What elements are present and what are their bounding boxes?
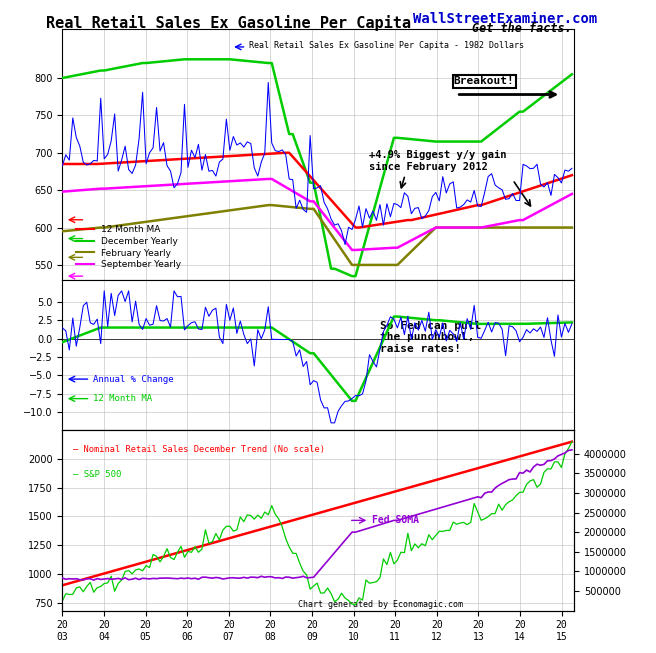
Text: Real Retail Sales Ex Gasoline Per Capita: Real Retail Sales Ex Gasoline Per Capita	[46, 15, 411, 31]
Text: Get the facts.: Get the facts.	[472, 22, 572, 35]
Text: Chart generated by Economagic.com: Chart generated by Economagic.com	[298, 600, 462, 609]
Legend: 12 Month MA, December Yearly, February Yearly, September Yearly: 12 Month MA, December Yearly, February Y…	[72, 221, 184, 273]
Text: WallStreetExaminer.com: WallStreetExaminer.com	[413, 12, 598, 25]
Text: Annual % Change: Annual % Change	[93, 375, 174, 383]
Text: So Fed can pull
the punchbowl,
raise rates!: So Fed can pull the punchbowl, raise rat…	[380, 321, 481, 354]
Text: Real Retail Sales Ex Gasoline Per Capita - 1982 Dollars: Real Retail Sales Ex Gasoline Per Capita…	[249, 41, 524, 50]
Text: — S&P 500: — S&P 500	[73, 470, 121, 479]
Text: 12 Month MA: 12 Month MA	[93, 394, 152, 403]
Text: — Nominal Retail Sales December Trend (No scale): — Nominal Retail Sales December Trend (N…	[73, 445, 325, 454]
Text: Breakout!: Breakout!	[454, 76, 514, 86]
Text: +4.9% Biggest y/y gain
since February 2012: +4.9% Biggest y/y gain since February 20…	[369, 150, 507, 172]
Text: Fed SOMA: Fed SOMA	[372, 515, 419, 526]
